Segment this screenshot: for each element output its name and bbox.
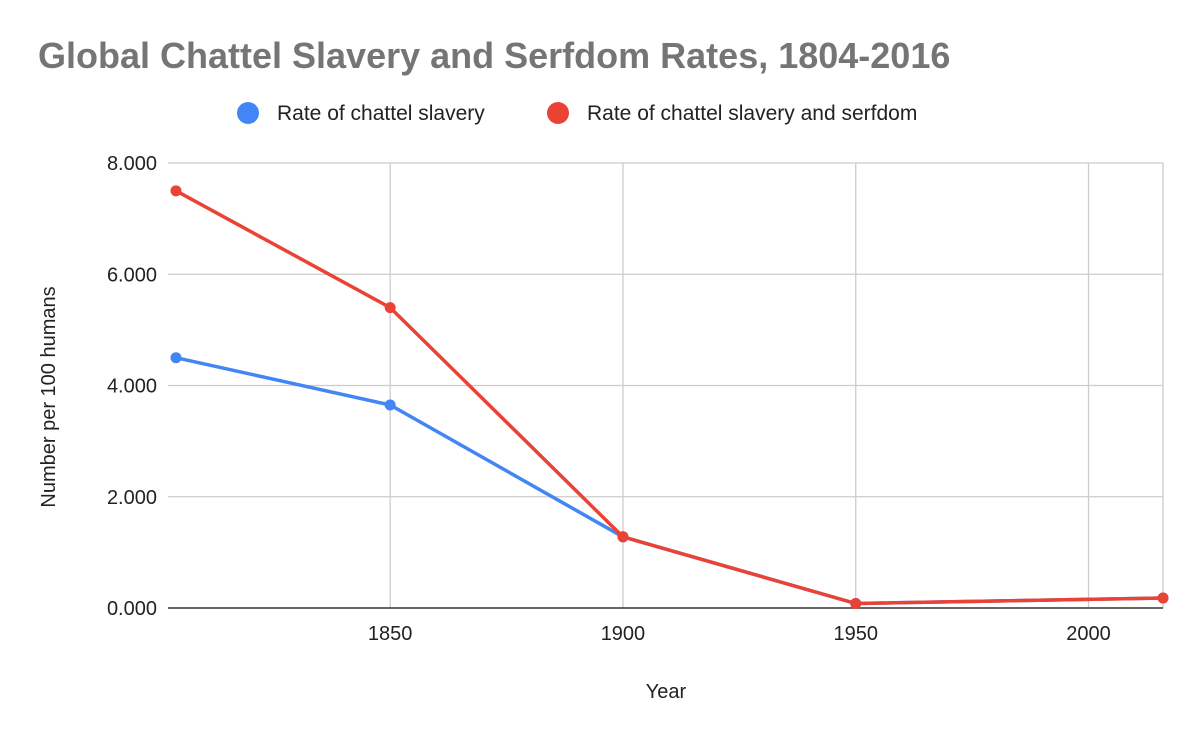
series-line (174, 189, 1165, 606)
y-tick-label: 8.000 (107, 153, 157, 175)
legend-label-chattel-slavery: Rate of chattel slavery (277, 102, 485, 125)
x-tick-label: 1900 (601, 623, 646, 645)
data-point (850, 598, 862, 610)
y-tick-label: 0.000 (107, 598, 157, 620)
series-line (174, 355, 1165, 606)
chart-title: Global Chattel Slavery and Serfdom Rates… (38, 35, 950, 76)
data-point (617, 531, 629, 543)
y-tick-label: 2.000 (107, 487, 157, 509)
legend-marker-chattel-slavery (237, 102, 259, 124)
x-tick-label: 2000 (1066, 623, 1111, 645)
data-point (384, 399, 396, 411)
legend-marker-chattel-slavery-and-serfdom (547, 102, 569, 124)
legend-label-chattel-slavery-and-serfdom: Rate of chattel slavery and serfdom (587, 102, 917, 125)
data-point (170, 352, 182, 364)
y-axis-ticks: 0.000 2.000 4.000 6.000 8.000 (107, 153, 157, 620)
series-0 (170, 352, 1169, 610)
series-1 (170, 185, 1169, 610)
data-point (1157, 592, 1169, 604)
x-tick-label: 1950 (833, 623, 878, 645)
y-tick-label: 4.000 (107, 376, 157, 398)
y-axis-title: Number per 100 humans (38, 286, 60, 507)
x-tick-label: 1850 (368, 623, 413, 645)
data-point (384, 302, 396, 314)
x-axis-ticks: 1850 1900 1950 2000 (368, 623, 1111, 645)
series-lines (170, 185, 1169, 610)
y-tick-label: 6.000 (107, 264, 157, 286)
legend: Rate of chattel slavery Rate of chattel … (237, 102, 917, 125)
data-point (170, 185, 182, 197)
grid (168, 162, 1164, 608)
x-axis-title: Year (646, 681, 687, 703)
